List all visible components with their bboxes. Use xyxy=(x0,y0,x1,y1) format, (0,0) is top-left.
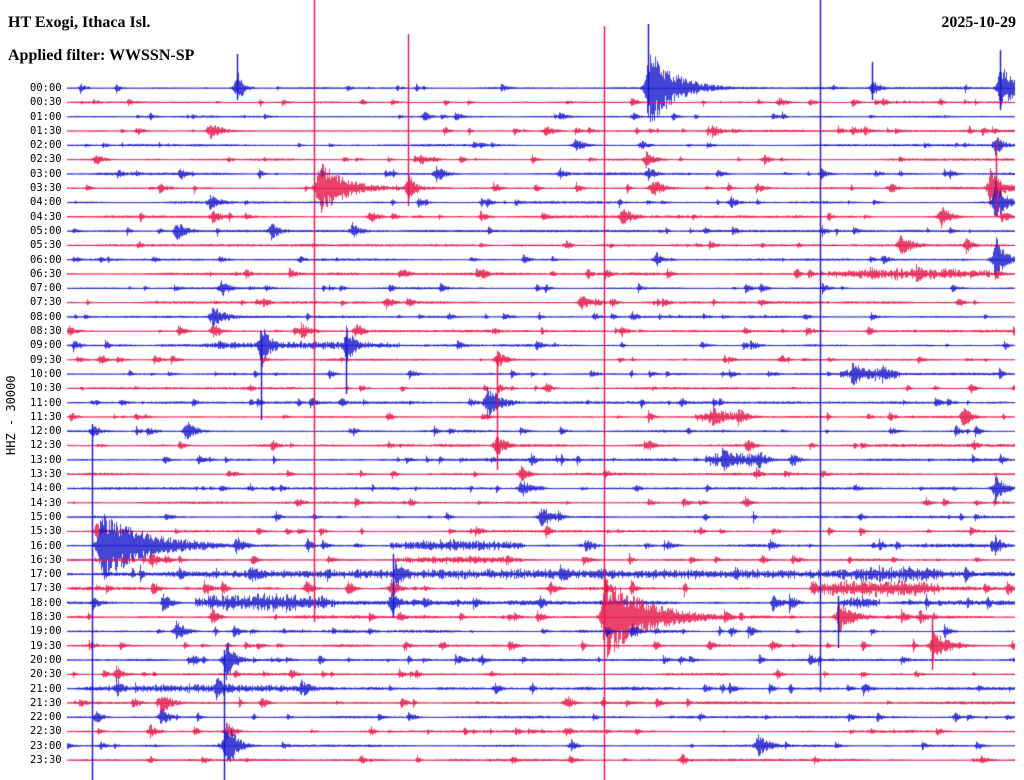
helicorder-plot xyxy=(0,0,1024,780)
helicorder-screen: HT Exogi, Ithaca Isl. Applied filter: WW… xyxy=(0,0,1024,780)
